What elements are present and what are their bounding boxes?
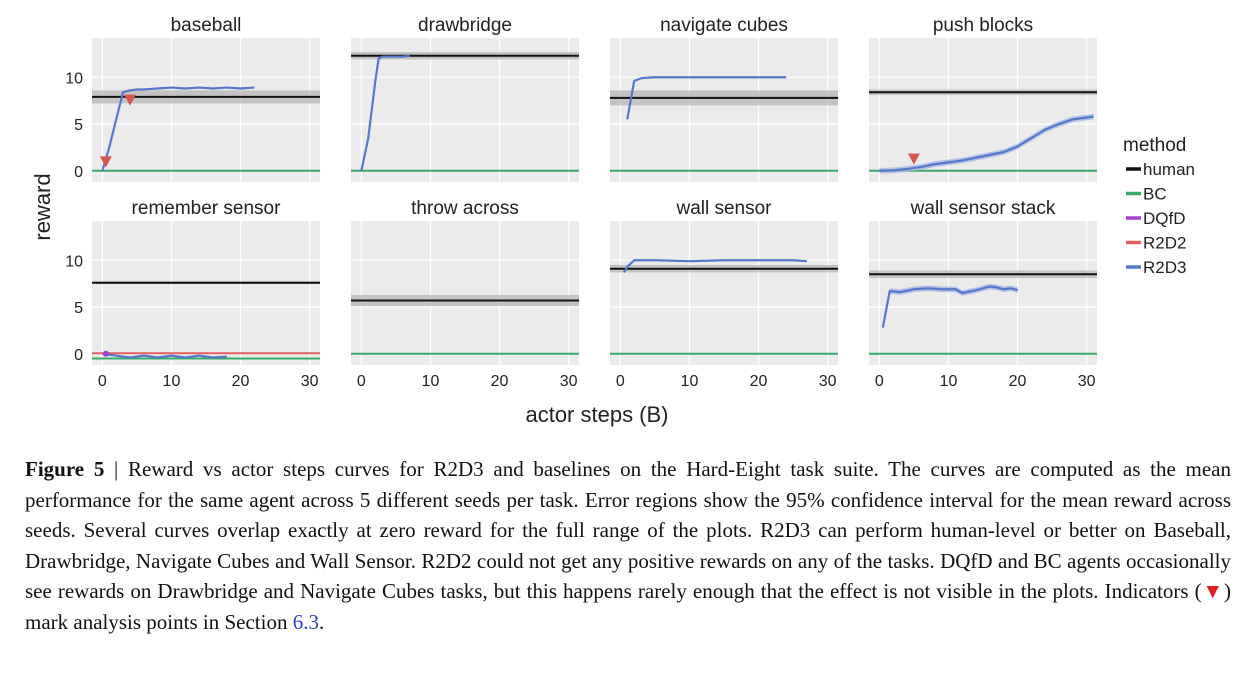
panel-background: [92, 38, 320, 182]
x-tick-label: 30: [301, 373, 319, 390]
panel-title: wall sensor: [675, 198, 772, 219]
y-tick-label: 0: [74, 347, 83, 364]
panel-push-blocks: push blocks: [869, 15, 1097, 182]
panel-wall-sensor: wall sensor 0 10 20 30: [610, 198, 838, 390]
analysis-marker-icon: [99, 156, 112, 168]
r2d3-line: [101, 86, 255, 172]
x-tick-label: 30: [1078, 373, 1096, 390]
x-tick-label: 30: [560, 373, 578, 390]
y-tick-label: 10: [65, 253, 83, 270]
panel-background: [92, 221, 320, 365]
legend-title: method: [1123, 135, 1186, 156]
panel-remember-sensor: remember sensor 0 5 10 0 10 20 30: [65, 198, 320, 390]
panel-title: remember sensor: [132, 198, 282, 219]
caption-text-1: | Reward vs actor steps curves for R2D3 …: [25, 457, 1231, 603]
r2d3-line: [881, 285, 1018, 328]
x-tick-label: 0: [616, 373, 625, 390]
legend-entry-dqfd: DQfD: [1126, 209, 1186, 228]
r2d3-line: [360, 54, 410, 172]
panel-throw-across: throw across 0 10 20 30: [351, 198, 579, 390]
y-tick-label: 5: [74, 117, 83, 134]
analysis-marker-icon: [907, 153, 920, 165]
x-tick-label: 20: [750, 373, 768, 390]
x-tick-label: 0: [875, 373, 884, 390]
facet-panels: baseball 0 5 10 drawbridge navigate cubes push…: [65, 15, 1097, 390]
x-tick-label: 30: [819, 373, 837, 390]
r2d3-line: [879, 115, 1094, 172]
legend-entry-bc: BC: [1126, 185, 1167, 204]
y-axis-label: reward: [30, 173, 55, 240]
legend-label: R2D2: [1143, 234, 1186, 253]
panel-title: wall sensor stack: [910, 198, 1056, 219]
marker-glyph-icon: ▼: [1201, 579, 1224, 603]
figure-canvas: baseball 0 5 10 drawbridge navigate cubes push…: [30, 15, 1195, 427]
legend-label: BC: [1143, 185, 1167, 204]
y-tick-label: 5: [74, 300, 83, 317]
panel-title: drawbridge: [418, 15, 512, 36]
legend-entry-human: human: [1126, 160, 1195, 179]
r2d3-line: [622, 259, 807, 274]
panel-title: baseball: [171, 15, 242, 36]
panel-drawbridge: drawbridge: [351, 15, 579, 182]
panel-title: throw across: [411, 198, 519, 219]
panel-title: navigate cubes: [660, 15, 788, 36]
r2d3-line: [626, 76, 787, 120]
dqfd-point: [102, 350, 109, 357]
x-tick-label: 20: [491, 373, 509, 390]
y-tick-label: 0: [74, 164, 83, 181]
x-tick-label: 0: [98, 373, 107, 390]
legend-entry-r2d3: R2D3: [1126, 258, 1186, 277]
r2d3-line: [102, 352, 227, 359]
figure-caption: Figure 5 | Reward vs actor steps curves …: [25, 454, 1231, 637]
legend-label: R2D3: [1143, 258, 1186, 277]
analysis-marker-icon: [124, 94, 136, 106]
legend-label: DQfD: [1143, 209, 1186, 228]
panel-background: [351, 38, 579, 182]
x-tick-label: 10: [681, 373, 699, 390]
panel-navigate-cubes: navigate cubes: [610, 15, 838, 182]
panel-background: [869, 38, 1097, 182]
panel-background: [610, 221, 838, 365]
x-tick-label: 10: [163, 373, 181, 390]
x-tick-label: 0: [357, 373, 366, 390]
axes-text: actor steps (B) reward: [30, 173, 669, 427]
x-tick-label: 20: [232, 373, 250, 390]
panel-background: [351, 221, 579, 365]
x-axis-label: actor steps (B): [525, 402, 668, 427]
panel-background: [610, 38, 838, 182]
x-tick-label: 10: [940, 373, 958, 390]
legend-entry-r2d2: R2D2: [1126, 234, 1186, 253]
y-tick-label: 10: [65, 70, 83, 87]
caption-text-2: ) mark analysis points in Section: [25, 579, 1231, 634]
panel-wall-sensor-stack: wall sensor stack 0 10 20 30: [869, 198, 1097, 390]
caption-label: Figure 5: [25, 457, 105, 481]
legend-label: human: [1143, 160, 1195, 179]
legend: method human BC DQfD R2D2 R2D3: [1123, 135, 1195, 277]
x-tick-label: 10: [422, 373, 440, 390]
panel-title: push blocks: [933, 15, 1033, 36]
section-link[interactable]: 6.3: [292, 609, 319, 634]
x-tick-label: 20: [1009, 373, 1027, 390]
caption-text-3: .: [318, 609, 325, 634]
panel-baseball: baseball 0 5 10: [65, 15, 320, 182]
